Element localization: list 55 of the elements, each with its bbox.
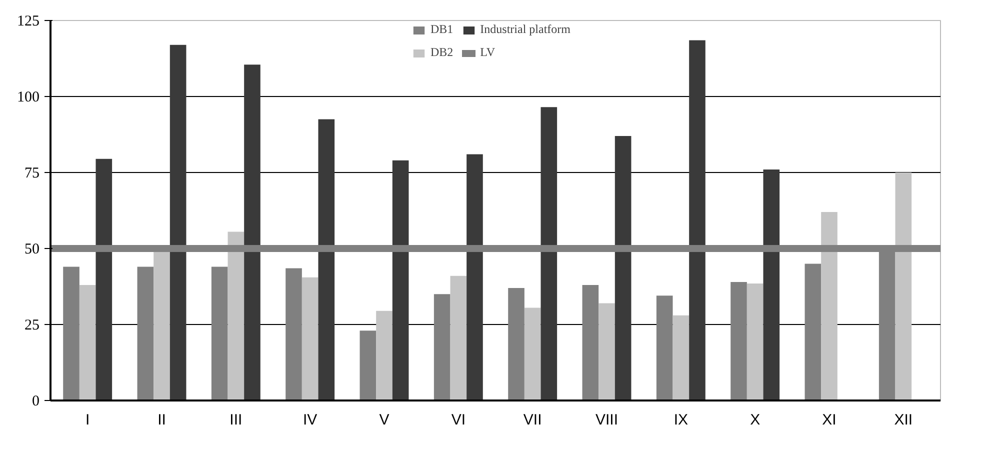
y-tick-label: 0 [32, 394, 40, 410]
bar [524, 308, 541, 400]
y-tick-label: 75 [24, 166, 40, 182]
x-tick-label: IV [302, 412, 318, 428]
bar [746, 283, 764, 400]
bar [763, 169, 780, 400]
x-tick-label: III [230, 412, 242, 428]
bar [286, 268, 302, 400]
x-tick-label: XI [822, 412, 836, 428]
bar [376, 310, 392, 400]
x-tick-label: V [379, 412, 390, 428]
legend-label: DB1 [430, 22, 454, 37]
bar [508, 288, 524, 400]
bar [540, 107, 558, 400]
bar [689, 40, 706, 400]
x-tick-label: II [158, 412, 166, 428]
bar [450, 276, 467, 400]
x-tick-label: IX [674, 412, 688, 428]
bar [614, 136, 632, 400]
bar [582, 284, 599, 400]
bar [154, 252, 170, 400]
legend-label: DB2 [430, 45, 454, 60]
bar [598, 303, 615, 400]
bar [228, 232, 244, 400]
bar [63, 266, 80, 400]
legend-label: LV [480, 45, 496, 60]
bar [672, 315, 690, 400]
y-tick-label: 100 [17, 90, 40, 106]
bar [244, 64, 260, 400]
x-tick-label: XII [894, 412, 913, 428]
y-tick-label: 25 [24, 318, 40, 334]
x-tick-label: VI [451, 412, 466, 428]
bar [79, 284, 96, 400]
bar [137, 266, 154, 400]
bar [434, 294, 450, 400]
bar [211, 266, 228, 400]
bar [656, 296, 673, 400]
x-tick-label: VII [523, 412, 542, 428]
bar [730, 282, 747, 400]
y-tick-label: 125 [17, 14, 40, 30]
x-tick-label: X [750, 412, 760, 428]
legend-label: Industrial platform [480, 22, 570, 37]
y-tick-label: 50 [24, 242, 40, 258]
x-tick-label: I [86, 412, 90, 428]
bar [466, 154, 483, 400]
bar [360, 330, 376, 400]
bar [318, 119, 335, 400]
bar [170, 44, 186, 400]
bar [895, 172, 912, 400]
bar [302, 277, 318, 400]
bar [804, 264, 822, 400]
bar [392, 160, 409, 400]
bar [821, 212, 838, 400]
bar [96, 158, 112, 400]
x-tick-label: VIII [595, 412, 618, 428]
